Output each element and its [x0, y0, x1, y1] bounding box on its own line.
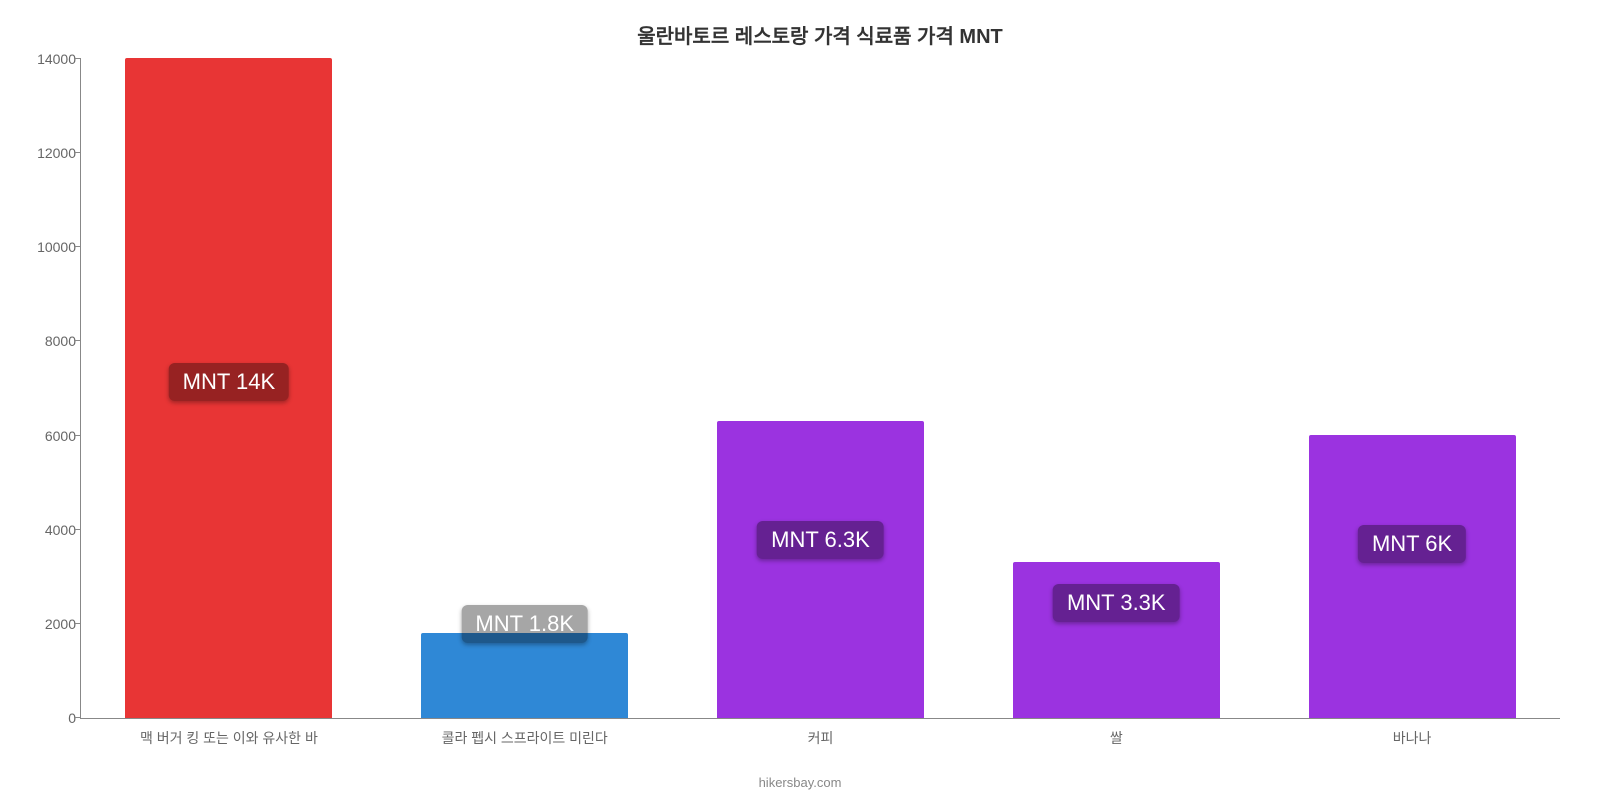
y-axis: 02000400060008000100001200014000 — [21, 59, 76, 718]
y-tick-label: 4000 — [21, 522, 76, 538]
plot-area: 02000400060008000100001200014000 MNT 14K… — [80, 59, 1560, 719]
y-tick-label: 12000 — [21, 145, 76, 161]
bar-group: MNT 6K — [1264, 435, 1560, 718]
bars-area: MNT 14K MNT 1.8K MNT 6.3K MNT 3.3K MNT 6K — [81, 59, 1560, 718]
x-category-label: 커피 — [673, 728, 969, 748]
chart-container: 울란바토르 레스토랑 가격 식료품 가격 MNT 020004000600080… — [0, 0, 1600, 800]
bar: MNT 6.3K — [717, 421, 924, 718]
y-tick-label: 6000 — [21, 428, 76, 444]
x-category-label: 맥 버거 킹 또는 이와 유사한 바 — [81, 728, 377, 748]
bar: MNT 1.8K — [421, 633, 628, 718]
bar-group: MNT 14K — [81, 58, 377, 718]
x-axis: 맥 버거 킹 또는 이와 유사한 바콜라 펩시 스프라이트 미린다커피쌀바나나 — [81, 728, 1560, 748]
bar-group: MNT 1.8K — [377, 633, 673, 718]
bar-value-label: MNT 1.8K — [461, 605, 588, 643]
y-tick-label: 2000 — [21, 616, 76, 632]
bar: MNT 3.3K — [1013, 562, 1220, 718]
bar: MNT 6K — [1309, 435, 1516, 718]
x-category-label: 쌀 — [968, 728, 1264, 748]
bar-group: MNT 3.3K — [968, 562, 1264, 718]
y-tick-label: 10000 — [21, 239, 76, 255]
y-tick-label: 0 — [21, 710, 76, 726]
bar-value-label: MNT 14K — [169, 363, 290, 401]
y-tick-label: 8000 — [21, 333, 76, 349]
x-category-label: 콜라 펩시 스프라이트 미린다 — [377, 728, 673, 748]
y-tick-label: 14000 — [21, 51, 76, 67]
bar: MNT 14K — [125, 58, 332, 718]
bar-value-label: MNT 6K — [1358, 525, 1466, 563]
source-label: hikersbay.com — [759, 775, 842, 790]
chart-title: 울란바토르 레스토랑 가격 식료품 가격 MNT — [80, 20, 1560, 49]
bar-value-label: MNT 6.3K — [757, 521, 884, 559]
x-category-label: 바나나 — [1264, 728, 1560, 748]
bar-value-label: MNT 3.3K — [1053, 584, 1180, 622]
bar-group: MNT 6.3K — [673, 421, 969, 718]
